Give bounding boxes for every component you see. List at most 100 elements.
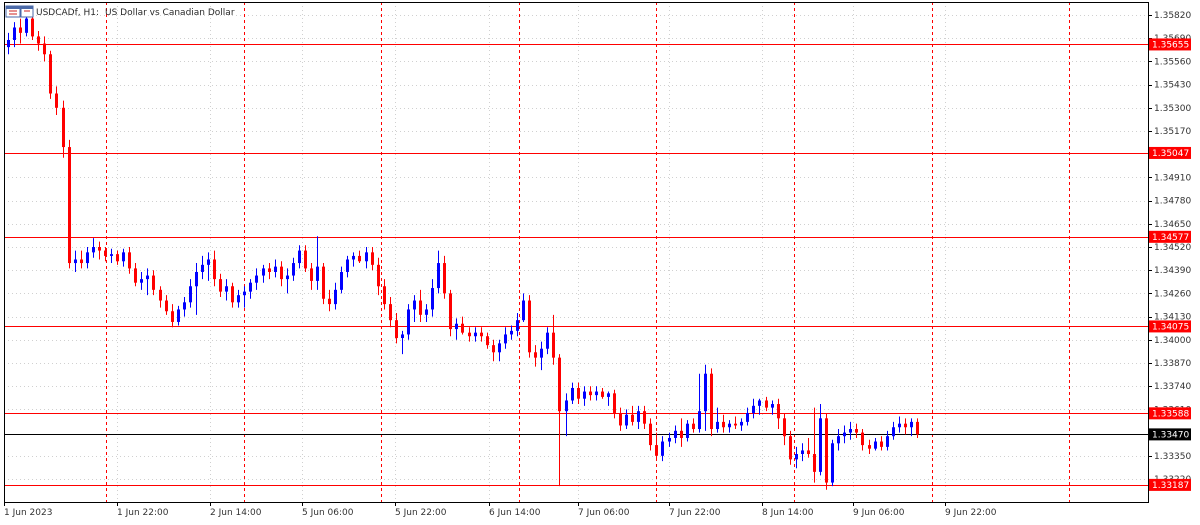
bull-candle[interactable] bbox=[255, 268, 258, 290]
bull-candle[interactable] bbox=[819, 404, 822, 476]
bear-candle[interactable] bbox=[825, 412, 828, 490]
bear-candle[interactable] bbox=[128, 247, 131, 274]
bear-candle[interactable] bbox=[449, 289, 452, 337]
bear-candle[interactable] bbox=[395, 313, 398, 344]
bear-candle[interactable] bbox=[389, 296, 392, 328]
bull-candle[interactable] bbox=[716, 407, 719, 433]
bull-candle[interactable] bbox=[431, 279, 434, 317]
bear-candle[interactable] bbox=[280, 261, 283, 287]
bull-candle[interactable] bbox=[413, 295, 416, 322]
bull-candle[interactable] bbox=[262, 264, 265, 283]
bull-candle[interactable] bbox=[195, 263, 198, 315]
bull-candle[interactable] bbox=[728, 420, 731, 433]
bull-candle[interactable] bbox=[183, 296, 186, 317]
bull-candle[interactable] bbox=[565, 393, 568, 437]
bull-candle[interactable] bbox=[752, 398, 755, 419]
bull-candle[interactable] bbox=[201, 255, 204, 280]
bear-candle[interactable] bbox=[219, 273, 222, 297]
bear-candle[interactable] bbox=[268, 263, 271, 280]
bull-candle[interactable] bbox=[13, 22, 16, 48]
bull-candle[interactable] bbox=[346, 255, 349, 278]
bear-candle[interactable] bbox=[310, 263, 313, 290]
bear-candle[interactable] bbox=[601, 387, 604, 399]
bull-candle[interactable] bbox=[625, 409, 628, 430]
bear-candle[interactable] bbox=[631, 405, 634, 426]
bull-candle[interactable] bbox=[92, 238, 95, 258]
bull-candle[interactable] bbox=[425, 304, 428, 322]
bull-candle[interactable] bbox=[274, 259, 277, 278]
bear-candle[interactable] bbox=[371, 247, 374, 271]
bull-candle[interactable] bbox=[686, 420, 689, 442]
bull-candle[interactable] bbox=[504, 327, 507, 349]
bear-candle[interactable] bbox=[55, 86, 58, 115]
bear-candle[interactable] bbox=[134, 263, 137, 287]
bull-candle[interactable] bbox=[571, 382, 574, 405]
bull-candle[interactable] bbox=[849, 421, 852, 440]
bull-candle[interactable] bbox=[746, 407, 749, 426]
bull-candle[interactable] bbox=[146, 268, 149, 296]
bull-candle[interactable] bbox=[674, 425, 677, 444]
bull-candle[interactable] bbox=[243, 286, 246, 308]
bull-candle[interactable] bbox=[401, 330, 404, 355]
bull-candle[interactable] bbox=[898, 416, 901, 433]
bull-candle[interactable] bbox=[704, 364, 707, 431]
bull-candle[interactable] bbox=[661, 436, 664, 462]
bear-candle[interactable] bbox=[680, 418, 683, 447]
bear-candle[interactable] bbox=[577, 382, 580, 405]
bear-candle[interactable] bbox=[43, 36, 46, 62]
bull-candle[interactable] bbox=[225, 279, 228, 301]
bear-candle[interactable] bbox=[861, 429, 864, 451]
bear-candle[interactable] bbox=[722, 414, 725, 433]
bull-candle[interactable] bbox=[7, 32, 10, 55]
bull-candle[interactable] bbox=[340, 266, 343, 294]
bear-candle[interactable] bbox=[855, 423, 858, 438]
bull-candle[interactable] bbox=[474, 327, 477, 342]
bull-candle[interactable] bbox=[498, 339, 501, 362]
bull-candle[interactable] bbox=[637, 405, 640, 430]
bull-candle[interactable] bbox=[698, 373, 701, 433]
bear-candle[interactable] bbox=[486, 332, 489, 349]
bear-candle[interactable] bbox=[104, 247, 107, 262]
price-axis[interactable]: 1.358201.356901.355601.354301.353001.351… bbox=[1148, 11, 1191, 491]
bull-candle[interactable] bbox=[237, 289, 240, 308]
bear-candle[interactable] bbox=[692, 418, 695, 433]
bear-candle[interactable] bbox=[152, 270, 155, 296]
bull-candle[interactable] bbox=[74, 250, 77, 272]
bull-candle[interactable] bbox=[546, 327, 549, 355]
bull-candle[interactable] bbox=[437, 250, 440, 294]
bull-candle[interactable] bbox=[516, 313, 519, 337]
bull-candle[interactable] bbox=[316, 236, 319, 290]
time-axis[interactable]: 1 Jun 2023 1 Jun 22:00 2 Jun 14:00 5 Jun 06… bbox=[4, 502, 997, 518]
bear-candle[interactable] bbox=[813, 407, 816, 483]
bull-candle[interactable] bbox=[607, 391, 610, 406]
bull-candle[interactable] bbox=[668, 432, 671, 447]
bull-candle[interactable] bbox=[874, 437, 877, 451]
bear-candle[interactable] bbox=[165, 295, 168, 315]
candles[interactable] bbox=[7, 9, 919, 490]
bull-candle[interactable] bbox=[249, 279, 252, 299]
bear-candle[interactable] bbox=[649, 418, 652, 451]
bull-candle[interactable] bbox=[801, 443, 804, 462]
bull-candle[interactable] bbox=[740, 418, 743, 431]
bull-candle[interactable] bbox=[189, 279, 192, 308]
bear-candle[interactable] bbox=[880, 436, 883, 451]
bear-candle[interactable] bbox=[328, 289, 331, 312]
bear-candle[interactable] bbox=[68, 139, 71, 269]
bear-candle[interactable] bbox=[589, 386, 592, 401]
bear-candle[interactable] bbox=[419, 289, 422, 322]
bear-candle[interactable] bbox=[558, 354, 561, 487]
bear-candle[interactable] bbox=[789, 430, 792, 465]
bear-candle[interactable] bbox=[534, 345, 537, 367]
bear-candle[interactable] bbox=[304, 245, 307, 272]
bear-candle[interactable] bbox=[492, 339, 495, 362]
bear-candle[interactable] bbox=[171, 304, 174, 328]
bear-candle[interactable] bbox=[98, 241, 101, 260]
bull-candle[interactable] bbox=[140, 271, 143, 290]
bull-candle[interactable] bbox=[286, 268, 289, 294]
bull-candle[interactable] bbox=[207, 252, 210, 281]
bear-candle[interactable] bbox=[528, 295, 531, 358]
bull-candle[interactable] bbox=[831, 439, 834, 487]
bull-candle[interactable] bbox=[583, 386, 586, 406]
bear-candle[interactable] bbox=[710, 368, 713, 437]
